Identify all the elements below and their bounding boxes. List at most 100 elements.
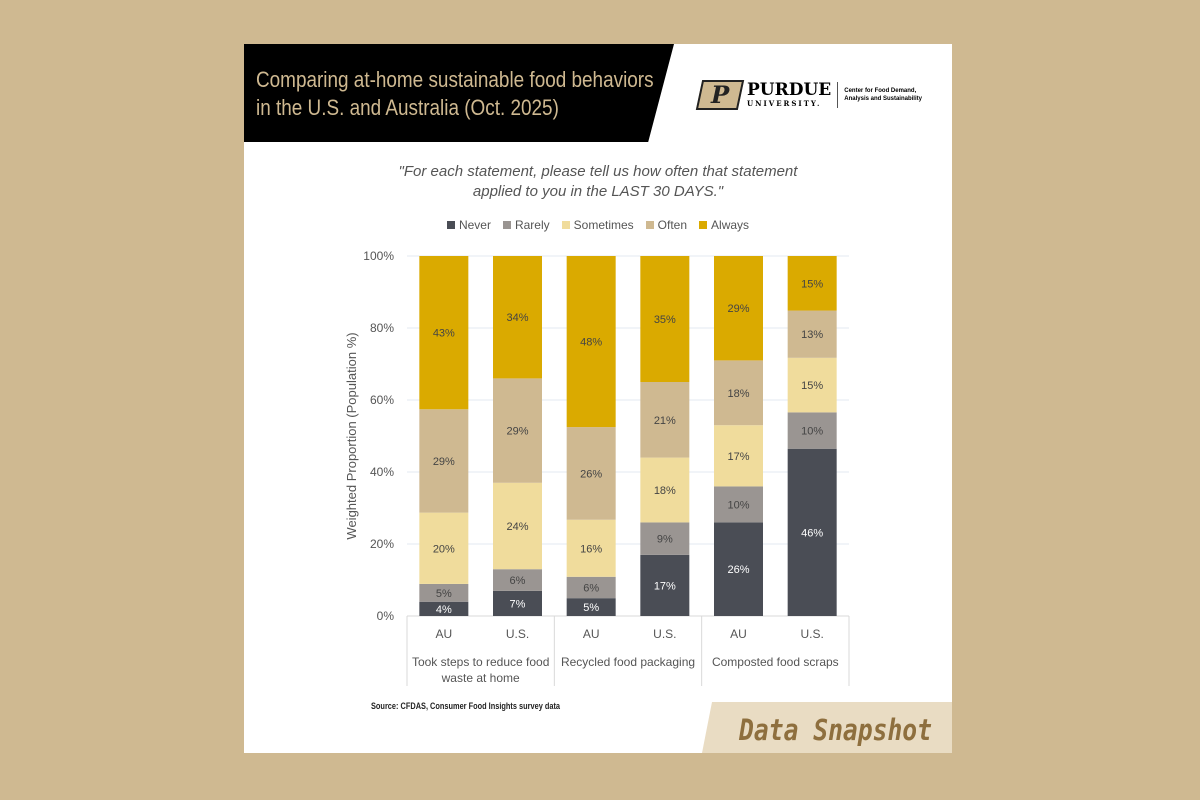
bar-segment-sometimes [787,357,837,413]
x-tick-label: U.S. [506,627,529,641]
bar-segment-always [714,256,763,361]
legend-swatch [645,221,654,229]
legend-item: Rarely [502,218,550,232]
data-label: 7% [510,598,526,610]
x-tick-label: U.S. [800,627,823,641]
bar-segment-often [714,360,763,426]
x-tick-label: U.S. [653,627,676,641]
logo-divider [837,82,839,108]
data-label: 5% [436,588,452,600]
data-label: 17% [727,451,749,463]
bar-segment-rarely [640,522,690,555]
legend-label: Sometimes [573,218,634,232]
x-tick-label: AU [730,627,747,641]
logo-text: PURDUE [747,80,832,100]
bar-segment-often [640,382,690,458]
bar-segment-always [419,256,469,410]
subtitle-line-1: "For each statement, please tell us how … [398,163,798,180]
legend-label: Often [657,218,688,232]
data-label: 5% [583,602,599,614]
data-label: 26% [727,564,749,576]
center-name-1: Center for Food Demand, [844,88,917,94]
data-label: 48% [580,337,602,349]
data-label: 20% [433,543,455,555]
legend-label: Rarely [514,218,550,232]
data-label: 10% [801,426,823,438]
title-line-1: Comparing at-home sustainable food behav… [256,67,654,92]
bar-segment-sometimes [493,482,542,570]
infographic-card: Comparing at-home sustainable food behav… [244,44,952,753]
bar-segment-always [640,256,690,382]
bar-segment-always [493,256,542,379]
legend: Never Rarely Sometimes Often Always [244,218,952,232]
legend-swatch [502,221,511,229]
data-label: 13% [801,329,823,341]
bar-segment-never [640,554,690,616]
bar-segment-rarely [566,576,616,599]
y-axis-label: Weighted Proportion (Population %) [344,332,359,539]
source-note: Source: CFDAS, Consumer Food Insights su… [371,701,561,711]
legend-item: Sometimes [561,218,634,232]
logo-sub: UNIVERSITY. [747,99,822,108]
data-label: 35% [654,314,676,326]
data-label: 6% [510,575,526,587]
y-tick-label: 0% [377,609,395,623]
bar-segment-never [566,598,616,616]
bar-segment-never [714,522,763,616]
y-tick-label: 40% [370,465,394,479]
data-label: 16% [580,543,602,555]
data-label: 24% [506,521,528,533]
data-label: 18% [727,388,749,400]
page-title: Comparing at-home sustainable food behav… [256,66,654,122]
data-label: 43% [433,328,455,340]
bar-segment-never [787,448,837,616]
legend-label: Never [458,218,491,232]
y-tick-label: 20% [370,537,394,551]
legend-swatch [446,221,455,229]
bar-segment-never [493,590,542,616]
center-name-2: Analysis and Sustainability [844,96,922,102]
bar-segment-sometimes [714,425,763,487]
legend-label: Always [711,218,750,232]
bar-segment-often [419,409,469,513]
bar-segment-rarely [714,486,763,523]
bar-segment-often [493,378,542,483]
bar-segment-rarely [787,412,837,449]
data-snapshot-badge: Data Snapshot [702,702,952,753]
chart-subtitle: "For each statement, please tell us how … [244,162,952,202]
data-label: 26% [580,468,602,480]
data-label: 4% [436,604,452,616]
data-label: 29% [727,303,749,315]
title-banner: Comparing at-home sustainable food behav… [244,44,674,142]
y-tick-label: 80% [370,321,394,335]
x-tick-label: AU [583,627,600,641]
bar-segment-sometimes [566,519,616,577]
legend-swatch [699,221,708,229]
bar-segment-often [566,427,616,520]
data-label: 10% [727,499,749,511]
data-label: 46% [801,527,823,539]
legend-item: Never [446,218,491,232]
bar-segment-sometimes [419,512,469,584]
bar-segment-sometimes [640,457,690,523]
data-label: 17% [654,580,676,592]
x-tick-label: AU [435,627,452,641]
bar-segment-never [419,601,469,616]
title-line-2: in the U.S. and Australia (Oct. 2025) [256,95,559,120]
group-label: Recycled food packaging [561,655,695,669]
purdue-logo: P PURDUE UNIVERSITY. Center for Food Dema… [695,80,934,110]
bar-segment-often [787,310,837,358]
bar-segment-rarely [493,569,542,591]
legend-item: Often [645,218,688,232]
data-label: 15% [801,278,823,290]
data-label: 29% [433,456,455,468]
stacked-bar-chart: 0% 20% 40% 60% 80% 100% Weighted Proportion (P… [344,249,850,686]
data-label: 34% [506,312,528,324]
data-label: 18% [654,485,676,497]
data-label: 9% [657,534,673,546]
group-label: Composted food scraps [712,655,839,669]
subtitle-line-2: applied to you in the LAST 30 DAYS." [472,183,724,200]
legend-item: Always [699,218,749,232]
group-label: Took steps to reduce food waste at home [412,655,549,685]
y-tick-label: 100% [363,249,394,263]
